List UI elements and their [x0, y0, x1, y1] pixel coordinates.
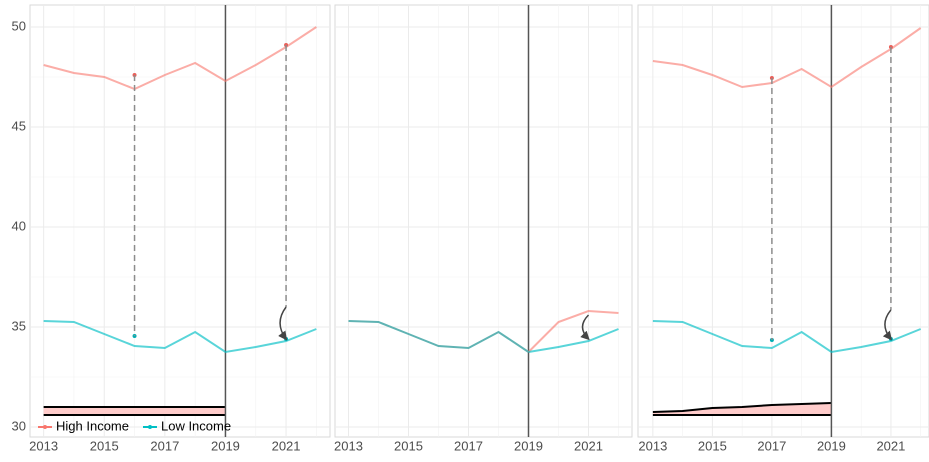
- x-tick-label: 2017: [150, 438, 179, 453]
- series-line: [652, 27, 922, 89]
- arrow: [580, 314, 590, 341]
- ribbon: [43, 407, 226, 415]
- ribbon-edge: [652, 402, 832, 413]
- y-tick-label: 30: [12, 418, 26, 433]
- x-tick-label: 2021: [876, 438, 905, 453]
- x-tick-label: 2019: [514, 438, 543, 453]
- x-tick-label: 2021: [272, 438, 301, 453]
- arrow: [278, 306, 288, 341]
- x-tick-label: 2015: [698, 438, 727, 453]
- legend-key: [43, 425, 47, 429]
- x-tick-label: 2013: [334, 438, 363, 453]
- ribbon: [652, 403, 832, 415]
- series-line: [348, 320, 530, 353]
- x-tick-label: 2017: [454, 438, 483, 453]
- y-tick-label: 45: [12, 118, 26, 133]
- y-tick-label: 50: [12, 18, 26, 33]
- series-line: [43, 26, 317, 91]
- x-tick-label: 2015: [90, 438, 119, 453]
- arrow: [882, 309, 893, 341]
- panel: [637, 4, 929, 438]
- x-tick-label: 2019: [211, 438, 240, 453]
- y-tick-label: 35: [12, 318, 26, 333]
- series-line: [652, 320, 922, 354]
- series-line: [528, 328, 619, 353]
- y-tick-label: 40: [12, 218, 26, 233]
- x-tick-label: 2019: [817, 438, 846, 453]
- panel: [334, 4, 633, 438]
- legend-label: Low Income: [161, 418, 231, 433]
- x-tick-label: 2013: [29, 438, 58, 453]
- x-tick-label: 2021: [574, 438, 603, 453]
- series-line: [43, 320, 317, 354]
- x-tick-label: 2015: [394, 438, 423, 453]
- x-tick-label: 2013: [638, 438, 667, 453]
- series-line: [527, 309, 619, 353]
- x-tick-label: 2017: [757, 438, 786, 453]
- legend-key: [147, 425, 152, 429]
- legend-label: High Income: [56, 418, 129, 433]
